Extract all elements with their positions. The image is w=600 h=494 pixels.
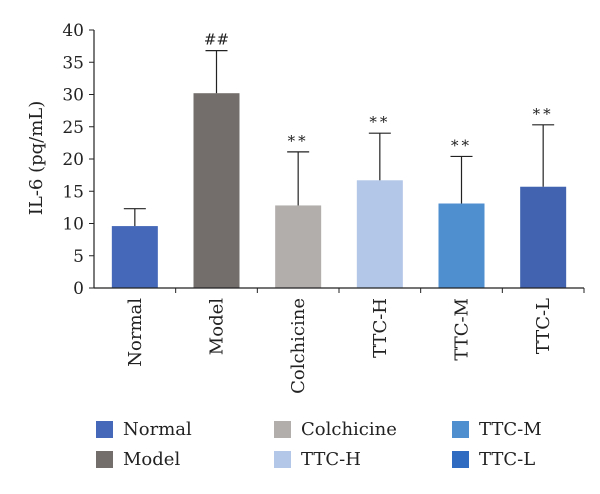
legend-swatch <box>96 451 113 468</box>
legend-swatch <box>452 451 469 468</box>
bar-ttc-h <box>356 180 403 288</box>
legend-label: TTC-M <box>479 419 542 440</box>
y-axis-title: IL-6 (pq/mL) <box>26 101 47 216</box>
legend-swatch <box>274 421 291 438</box>
x-tick-label: TTC-H <box>370 298 391 358</box>
bar-ttc-l <box>520 186 567 288</box>
x-axis-labels: Normal Model Colchicine TTC-H TTC-M TTC-L <box>125 288 585 394</box>
significance-mark: ** <box>369 113 390 131</box>
bars <box>111 93 567 289</box>
y-tick-label: 30 <box>62 86 84 106</box>
legend-swatch <box>274 451 291 468</box>
legend-label: Colchicine <box>301 419 397 440</box>
bar-normal <box>111 226 158 288</box>
x-tick-label: TTC-L <box>533 298 554 354</box>
significance-mark: ** <box>533 105 554 123</box>
y-tick-label: 20 <box>62 150 84 170</box>
legend-label: Normal <box>123 419 192 440</box>
bar-colchicine <box>275 205 322 288</box>
y-tick-label: 15 <box>62 182 84 202</box>
x-tick-label: Colchicine <box>288 298 309 394</box>
y-tick-label: 25 <box>62 118 84 138</box>
error-bars <box>123 50 555 227</box>
x-tick-label: Normal <box>125 298 146 367</box>
legend-label: TTC-L <box>479 449 535 470</box>
bar-model <box>193 93 240 289</box>
significance-mark: ## <box>204 31 229 49</box>
y-tick-label: 10 <box>62 215 84 235</box>
legend-label: TTC-H <box>301 449 361 470</box>
significance-annotations: ## ** ** ** ** <box>204 31 554 155</box>
y-tick-label: 40 <box>62 21 84 41</box>
legend-swatch <box>452 421 469 438</box>
significance-mark: ** <box>288 132 309 150</box>
x-tick-label: Model <box>207 298 228 355</box>
legend-swatch <box>96 421 113 438</box>
y-tick-label: 5 <box>73 247 84 267</box>
bar-ttc-m <box>438 203 485 288</box>
significance-mark: ** <box>451 136 472 154</box>
x-tick-label: TTC-M <box>452 298 473 361</box>
legend: Normal Colchicine TTC-M Model TTC-H TTC-L <box>96 419 542 470</box>
y-tick-label: 0 <box>73 279 84 299</box>
y-axis-ticks: 0 5 10 15 20 25 30 35 40 <box>62 21 94 299</box>
y-tick-label: 35 <box>62 53 84 73</box>
legend-label: Model <box>123 449 180 470</box>
